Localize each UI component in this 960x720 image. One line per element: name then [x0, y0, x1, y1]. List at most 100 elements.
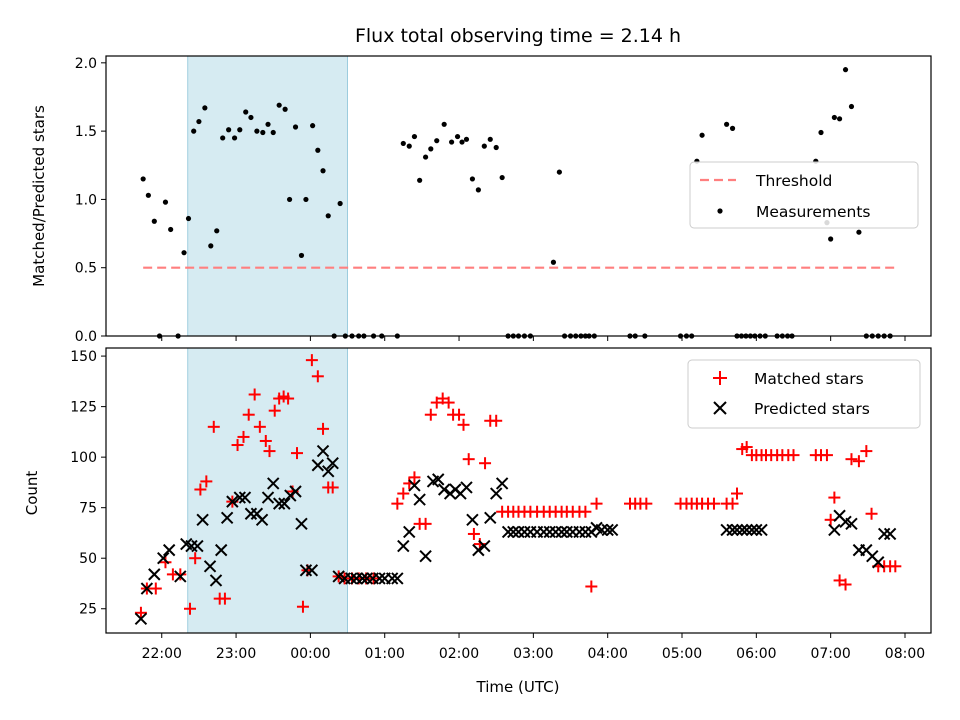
matched-star-point: [740, 441, 753, 454]
measurement-point: [151, 218, 157, 224]
predicted-star-point: [397, 539, 410, 553]
measurement-point: [181, 250, 187, 256]
measurement-point: [162, 199, 169, 205]
measurement-point: [463, 136, 470, 142]
measurement-point: [417, 177, 423, 183]
matched-star-point: [457, 418, 470, 431]
matched-star-point: [726, 497, 739, 510]
bottom-panel: 25 50 75 100 125 150 22:00 23:00 00:00 01:00 02:0…: [23, 347, 932, 696]
matched-star-point: [408, 471, 421, 484]
matched-star-point: [707, 497, 720, 510]
measurement-point: [337, 200, 343, 207]
measurement-point: [145, 192, 151, 198]
matched-star-point: [462, 453, 475, 466]
bottom-y-tick-label: 150: [70, 349, 97, 365]
measurement-point: [202, 105, 208, 111]
matched-star-point: [590, 497, 603, 510]
predicted-star-point: [720, 523, 733, 537]
top-panel: 0.00.51.01.52.0 Matched/Predicted stars …: [30, 55, 932, 345]
measurement-point: [226, 127, 232, 133]
predicted-star-point: [549, 525, 562, 539]
predicted-star-point: [466, 513, 479, 527]
measurement-point: [248, 114, 254, 121]
matched-star-point: [579, 505, 592, 518]
measurement-point: [469, 176, 476, 182]
measurement-point: [550, 259, 557, 265]
predicted-star-point: [736, 523, 749, 537]
predicted-star-point: [495, 477, 509, 490]
bottom-y-tick-label: 100: [70, 450, 97, 466]
legend-matched-label: Matched stars: [754, 370, 864, 388]
measurement-point: [185, 215, 192, 222]
predicted-star-point: [238, 491, 252, 504]
measurement-point: [303, 196, 309, 203]
top-y-tick-label: 1.0: [75, 192, 97, 208]
matched-star-point: [640, 497, 653, 510]
predicted-star-point: [295, 517, 308, 531]
predicted-star-point: [877, 527, 891, 541]
matched-star-point: [490, 414, 503, 427]
matched-star-point: [149, 582, 162, 595]
predicted-star-point: [845, 517, 858, 531]
matched-star-point: [268, 404, 281, 417]
predicted-star-point: [872, 556, 885, 569]
predicted-star-point: [272, 497, 286, 510]
measurement-point: [286, 196, 293, 203]
measurement-point: [260, 129, 266, 136]
predicted-star-point: [174, 570, 187, 583]
predicted-star-point: [316, 444, 330, 458]
top-y-axis-label: Matched/Predicted stars: [30, 105, 48, 287]
x-tick-label: 07:00: [810, 646, 850, 662]
measurement-point: [243, 109, 249, 115]
measurement-point: [220, 135, 226, 141]
measurement-point: [196, 118, 202, 125]
matched-star-point: [305, 354, 318, 367]
predicted-star-point: [501, 525, 515, 539]
measurement-point: [828, 236, 834, 242]
matched-star-point: [467, 527, 480, 540]
top-x-ticks: [161, 336, 906, 341]
matched-star-point: [828, 491, 841, 504]
top-y-ticks: 0.0 0.5 1.0 1.5 2.0: [75, 56, 106, 345]
measurement-point: [556, 169, 562, 175]
bottom-y-tick-label: 75: [79, 501, 97, 517]
matched-star-point: [852, 455, 865, 468]
predicted-star-point: [233, 491, 246, 504]
top-legend-box: [689, 161, 919, 229]
matched-star-point: [845, 453, 858, 466]
measurement-point: [231, 135, 238, 141]
top-y-tick-label: 1.5: [75, 124, 97, 140]
predicted-star-point: [432, 473, 445, 486]
bottom-y-tick-label: 25: [79, 602, 97, 618]
x-tick-label: 03:00: [513, 646, 553, 662]
matched-star-point: [194, 483, 207, 496]
measurement-point: [270, 129, 276, 136]
x-tick-label: 06:00: [736, 646, 776, 662]
matched-star-point: [865, 507, 878, 520]
matched-star-point: [159, 556, 172, 569]
matched-star-point: [860, 445, 873, 458]
measurement-point: [406, 143, 412, 149]
predicted-star-point: [391, 572, 404, 585]
measurement-point: [487, 136, 493, 142]
legend-threshold-label: Threshold: [755, 172, 832, 190]
predicted-star-point: [157, 552, 170, 565]
predicted-star-point: [214, 543, 228, 557]
bottom-x-ticks: 22:00 23:00 00:00 01:00 02:00 03:00 04:00 05:00…: [142, 633, 925, 662]
matched-star-point: [787, 449, 800, 462]
matched-star-point: [889, 560, 902, 573]
predicted-star-point: [403, 525, 416, 539]
matched-star-point: [479, 457, 492, 470]
predicted-star-point: [883, 527, 897, 541]
predicted-star-point: [289, 485, 302, 498]
predicted-star-point: [140, 582, 154, 595]
measurement-point: [325, 213, 331, 219]
x-axis-label: Time (UTC): [476, 678, 560, 696]
predicted-star-point: [460, 481, 473, 494]
matched-star-point: [263, 445, 276, 458]
measurement-point: [842, 67, 849, 73]
measurement-point: [411, 133, 418, 140]
predicted-star-point: [573, 525, 586, 539]
predicted-stars-points: [134, 444, 897, 626]
x-tick-label: 08:00: [885, 646, 925, 662]
